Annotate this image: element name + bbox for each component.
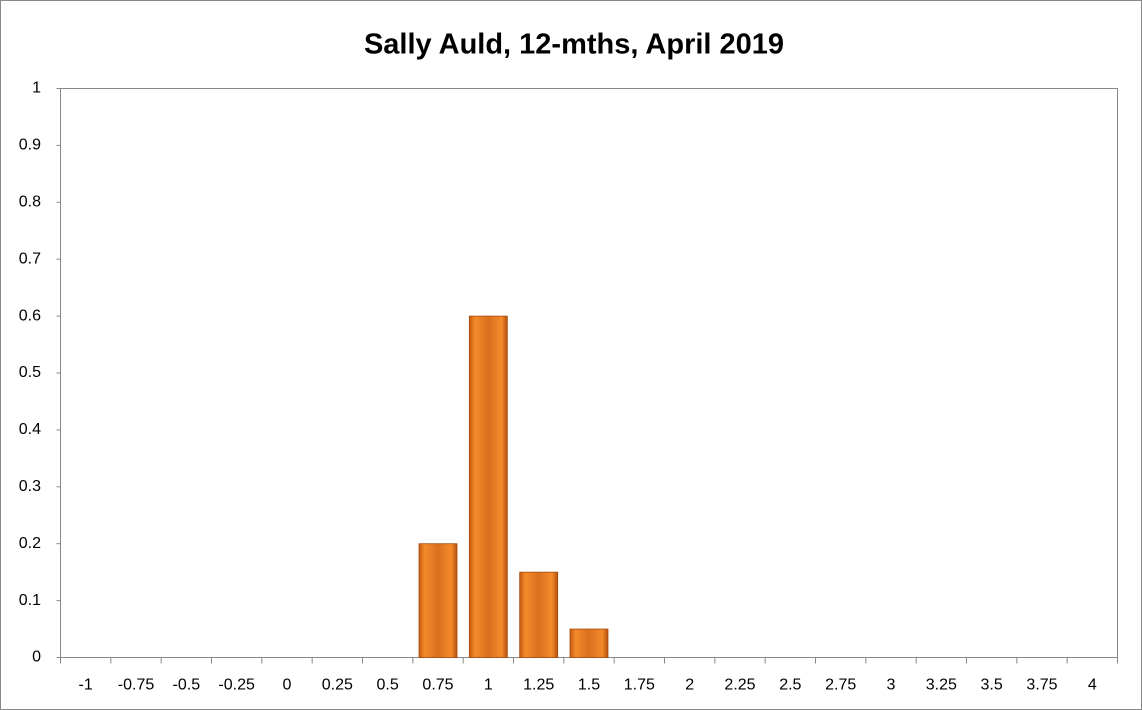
y-tick-label: 0.6 [19, 307, 41, 324]
x-tick-label: 1 [484, 677, 493, 694]
y-tick-label: 0.1 [19, 592, 41, 609]
x-tick-label: 2.5 [779, 677, 801, 694]
x-tick-label: 0.5 [377, 677, 399, 694]
y-tick-label: 0.2 [19, 535, 41, 552]
bar [569, 628, 609, 658]
y-tick-label: 0.8 [19, 194, 41, 211]
x-tick-label: 3.5 [981, 677, 1003, 694]
bar [519, 571, 559, 658]
x-tick-label: -1 [79, 677, 93, 694]
bar [468, 315, 508, 658]
x-tick-label: -0.5 [173, 677, 201, 694]
bar [418, 543, 458, 658]
x-tick-label: -0.25 [218, 677, 255, 694]
x-tick-label: -0.75 [118, 677, 155, 694]
y-tick-label: 0.9 [19, 137, 41, 154]
x-tick-label: 2 [685, 677, 694, 694]
x-tick-label: 0.75 [422, 677, 453, 694]
y-tick-label: 0.5 [19, 364, 41, 381]
x-tick-label: 4 [1088, 677, 1097, 694]
x-tick-label: 1.25 [523, 677, 554, 694]
y-tick-label: 0.7 [19, 250, 41, 267]
x-tick-label: 3.25 [926, 677, 957, 694]
x-tick-label: 3 [887, 677, 896, 694]
x-tick-label: 1.5 [578, 677, 600, 694]
x-tick-label: 0.25 [322, 677, 353, 694]
y-tick-label: 1 [32, 80, 41, 97]
y-tick-label: 0.4 [19, 421, 41, 438]
x-tick-label: 0 [283, 677, 292, 694]
y-tick-label: 0.3 [19, 478, 41, 495]
x-tick-label: 2.75 [825, 677, 856, 694]
chart-title: Sally Auld, 12-mths, April 2019 [364, 29, 784, 61]
x-tick-label: 3.75 [1026, 677, 1057, 694]
y-tick-label: 0 [32, 649, 41, 666]
x-tick-label: 1.75 [624, 677, 655, 694]
x-tick-label: 2.25 [724, 677, 755, 694]
